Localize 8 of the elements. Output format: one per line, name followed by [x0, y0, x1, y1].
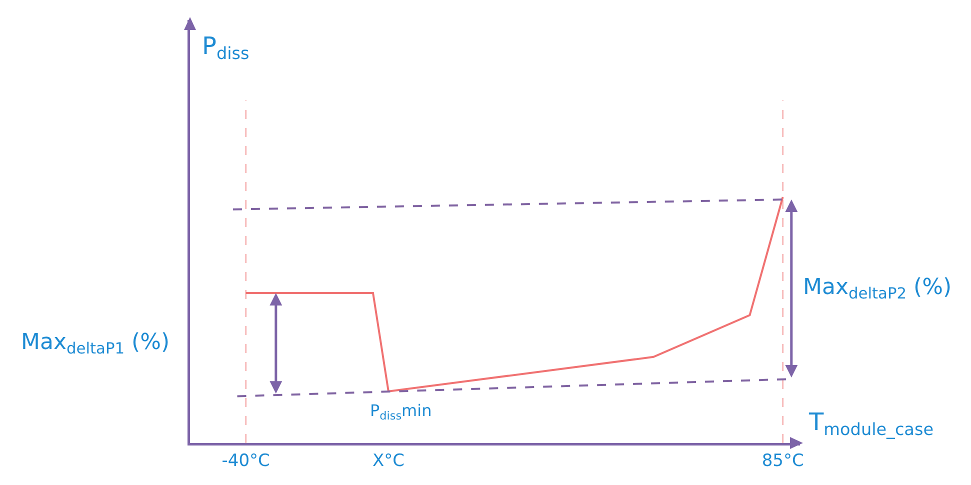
text: Max$_{deltaP1}$ (%) [21, 330, 170, 358]
x-tick-label: -40°C [222, 450, 270, 471]
annotation: P$_{diss}$min [370, 401, 432, 422]
text: Max$_{deltaP2}$ (%) [803, 275, 952, 303]
text: P$_{diss}$ [202, 32, 250, 64]
x-tick-label: X°C [372, 450, 404, 471]
x-tick-label: 85°C [762, 450, 804, 471]
x-axis-title: T$_{module_case}$ [808, 408, 934, 440]
